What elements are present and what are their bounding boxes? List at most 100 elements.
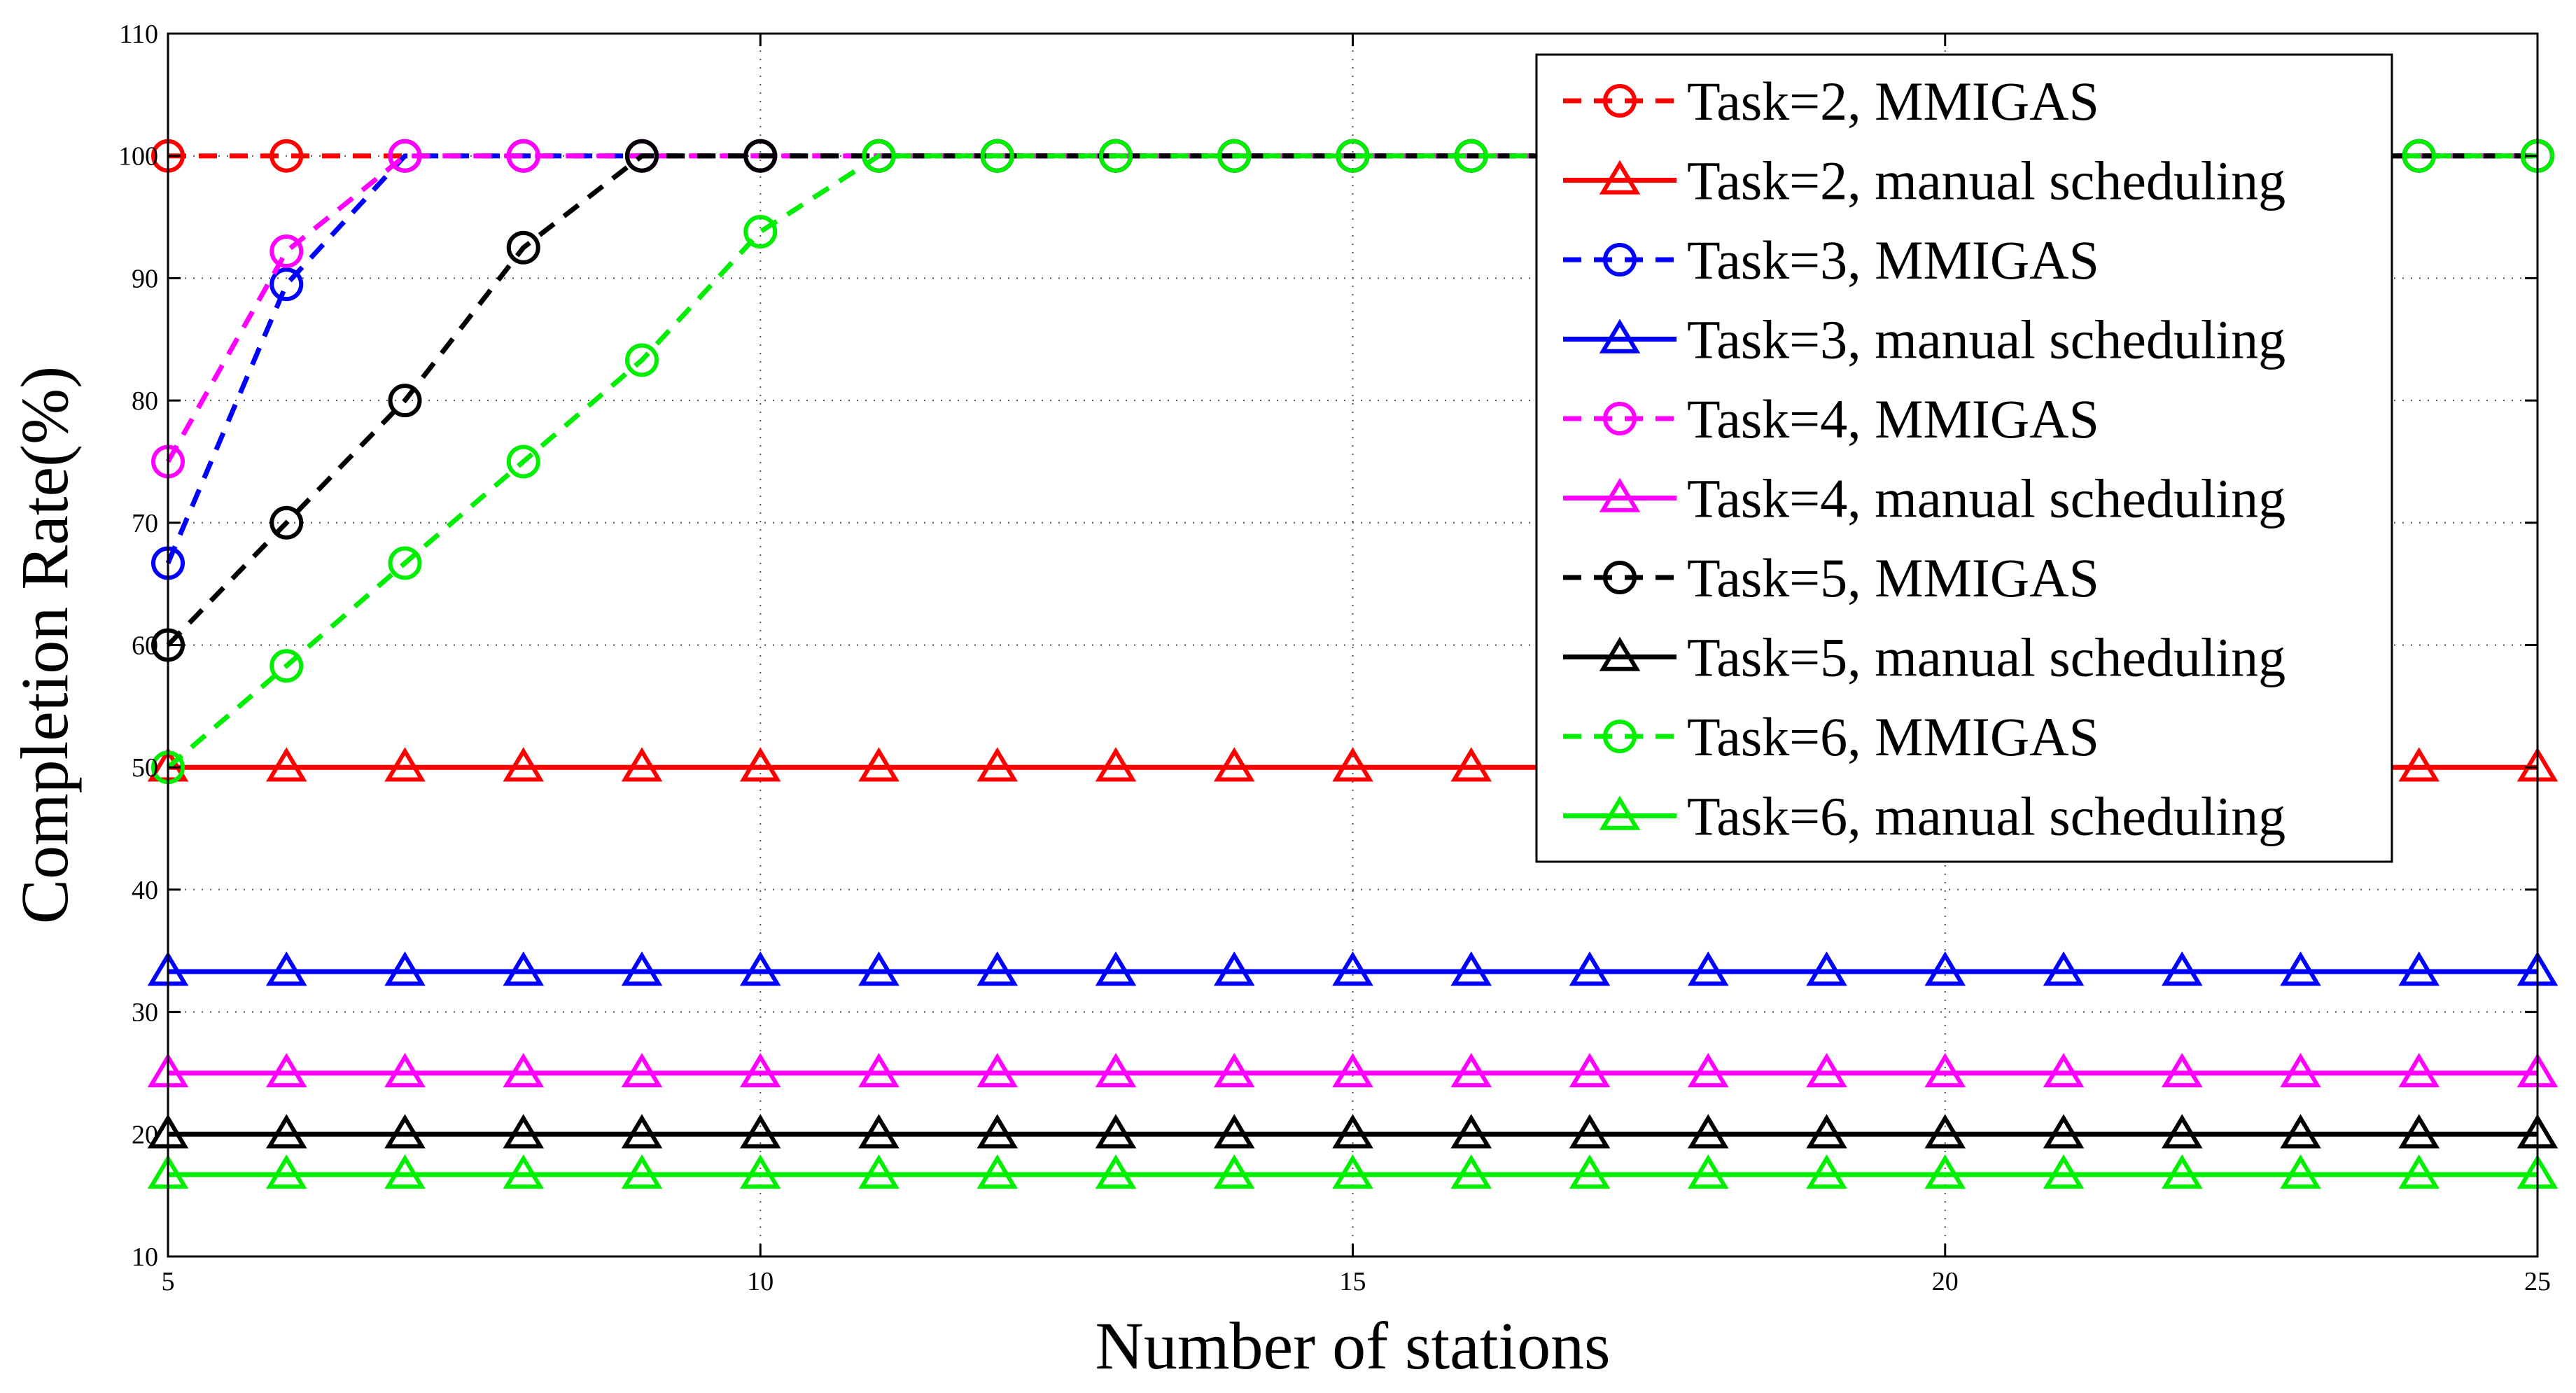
series-4 bbox=[147, 951, 2558, 986]
data-point-triangle bbox=[1687, 1114, 1729, 1149]
y-tick-label: 30 bbox=[132, 998, 158, 1028]
data-point-triangle bbox=[1095, 1053, 1137, 1088]
data-point-circle bbox=[625, 343, 659, 377]
data-point-triangle bbox=[1687, 1154, 1729, 1189]
legend-circle-icon bbox=[1603, 84, 1637, 118]
data-point-triangle bbox=[503, 1154, 545, 1189]
data-point-triangle bbox=[858, 1053, 899, 1088]
y-tick-label: 50 bbox=[132, 753, 158, 783]
data-point-circle bbox=[388, 139, 422, 173]
legend-circle-icon bbox=[1603, 402, 1637, 435]
data-point-triangle bbox=[1332, 951, 1373, 986]
data-point-triangle bbox=[739, 1053, 781, 1088]
y-tick-label: 20 bbox=[132, 1120, 158, 1149]
legend-label: Task=5, MMIGAS bbox=[1687, 547, 2099, 608]
data-point-triangle bbox=[503, 951, 545, 986]
x-tick-label: 20 bbox=[1932, 1267, 1959, 1296]
data-point-triangle bbox=[265, 951, 307, 986]
data-point-triangle bbox=[2398, 1053, 2440, 1088]
data-point-triangle bbox=[2280, 1114, 2321, 1149]
data-point-triangle bbox=[2280, 1053, 2321, 1088]
legend-label: Task=2, MMIGAS bbox=[1687, 71, 2099, 132]
data-point-triangle bbox=[1095, 1114, 1137, 1149]
data-point-circle bbox=[2402, 139, 2436, 173]
y-tick-label: 80 bbox=[132, 386, 158, 416]
data-point-triangle bbox=[621, 1114, 663, 1149]
y-tick-label: 70 bbox=[132, 509, 158, 538]
legend-item: Task=2, MMIGAS bbox=[1563, 71, 2099, 132]
data-point-triangle bbox=[1450, 747, 1492, 782]
data-point-circle bbox=[270, 139, 304, 173]
y-tick-label: 40 bbox=[132, 876, 158, 905]
data-point-triangle bbox=[621, 1154, 663, 1189]
x-tick-label: 25 bbox=[2524, 1267, 2551, 1296]
legend-item: Task=6, manual scheduling bbox=[1563, 786, 2286, 847]
legend-label: Task=6, MMIGAS bbox=[1687, 706, 2099, 767]
data-point-triangle bbox=[858, 1114, 899, 1149]
legend-triangle-icon bbox=[1599, 318, 1641, 354]
data-point-triangle bbox=[2043, 1053, 2085, 1088]
data-point-triangle bbox=[384, 1154, 426, 1189]
legend-circle-icon bbox=[1603, 243, 1637, 276]
legend-triangle-icon bbox=[1599, 795, 1641, 830]
data-point-triangle bbox=[1924, 951, 1966, 986]
data-point-triangle bbox=[2043, 1114, 2085, 1149]
data-point-triangle bbox=[1332, 1114, 1373, 1149]
data-point-triangle bbox=[1924, 1053, 1966, 1088]
legend-item: Task=6, MMIGAS bbox=[1563, 706, 2099, 767]
data-point-triangle bbox=[265, 1114, 307, 1149]
y-tick-label: 100 bbox=[118, 142, 158, 172]
data-point-triangle bbox=[1687, 951, 1729, 986]
y-tick-label: 10 bbox=[132, 1242, 158, 1272]
legend-box bbox=[1535, 53, 2393, 863]
data-point-triangle bbox=[1924, 1114, 1966, 1149]
data-point-triangle bbox=[739, 1154, 781, 1189]
data-point-circle bbox=[270, 505, 304, 540]
data-point-triangle bbox=[1095, 951, 1137, 986]
data-point-circle bbox=[270, 267, 304, 302]
data-point-circle bbox=[506, 230, 540, 265]
data-point-triangle bbox=[1687, 1053, 1729, 1088]
data-point-triangle bbox=[384, 1114, 426, 1149]
data-point-triangle bbox=[739, 951, 781, 986]
data-point-triangle bbox=[2398, 951, 2440, 986]
legend-circle-icon bbox=[1603, 720, 1637, 753]
legend-label: Task=4, MMIGAS bbox=[1687, 388, 2099, 449]
data-point-triangle bbox=[1213, 1114, 1255, 1149]
y-tick-label: 90 bbox=[132, 264, 158, 293]
data-point-triangle bbox=[265, 747, 307, 782]
data-point-circle bbox=[388, 384, 422, 418]
series-6 bbox=[147, 1053, 2558, 1088]
data-point-triangle bbox=[739, 1114, 781, 1149]
legend-item: Task=5, MMIGAS bbox=[1563, 547, 2099, 608]
data-point-triangle bbox=[1332, 1154, 1373, 1189]
data-point-triangle bbox=[1332, 1053, 1373, 1088]
legend-label: Task=4, manual scheduling bbox=[1687, 468, 2286, 529]
data-point-triangle bbox=[2161, 1114, 2203, 1149]
data-point-triangle bbox=[2043, 951, 2085, 986]
data-point-triangle bbox=[1924, 1154, 1966, 1189]
data-point-triangle bbox=[1095, 1154, 1137, 1189]
data-point-triangle bbox=[858, 951, 899, 986]
data-point-triangle bbox=[858, 1154, 899, 1189]
legend-label: Task=3, manual scheduling bbox=[1687, 309, 2286, 370]
data-point-triangle bbox=[1450, 951, 1492, 986]
data-point-triangle bbox=[1095, 747, 1137, 782]
data-point-circle bbox=[506, 139, 540, 173]
series-line bbox=[166, 153, 2538, 647]
data-point-circle bbox=[1099, 139, 1133, 173]
data-point-triangle bbox=[265, 1154, 307, 1189]
legend-item: Task=3, MMIGAS bbox=[1563, 230, 2099, 290]
data-point-triangle bbox=[858, 747, 899, 782]
data-point-triangle bbox=[503, 1114, 545, 1149]
y-tick-label: 60 bbox=[132, 631, 158, 661]
data-point-triangle bbox=[1569, 1114, 1611, 1149]
data-point-triangle bbox=[1806, 1154, 1847, 1189]
data-point-triangle bbox=[1569, 1053, 1611, 1088]
data-point-triangle bbox=[384, 951, 426, 986]
x-tick-label: 5 bbox=[162, 1267, 175, 1296]
data-point-circle bbox=[625, 139, 659, 173]
data-point-triangle bbox=[976, 1154, 1018, 1189]
data-point-triangle bbox=[976, 1114, 1018, 1149]
data-point-triangle bbox=[1450, 1154, 1492, 1189]
